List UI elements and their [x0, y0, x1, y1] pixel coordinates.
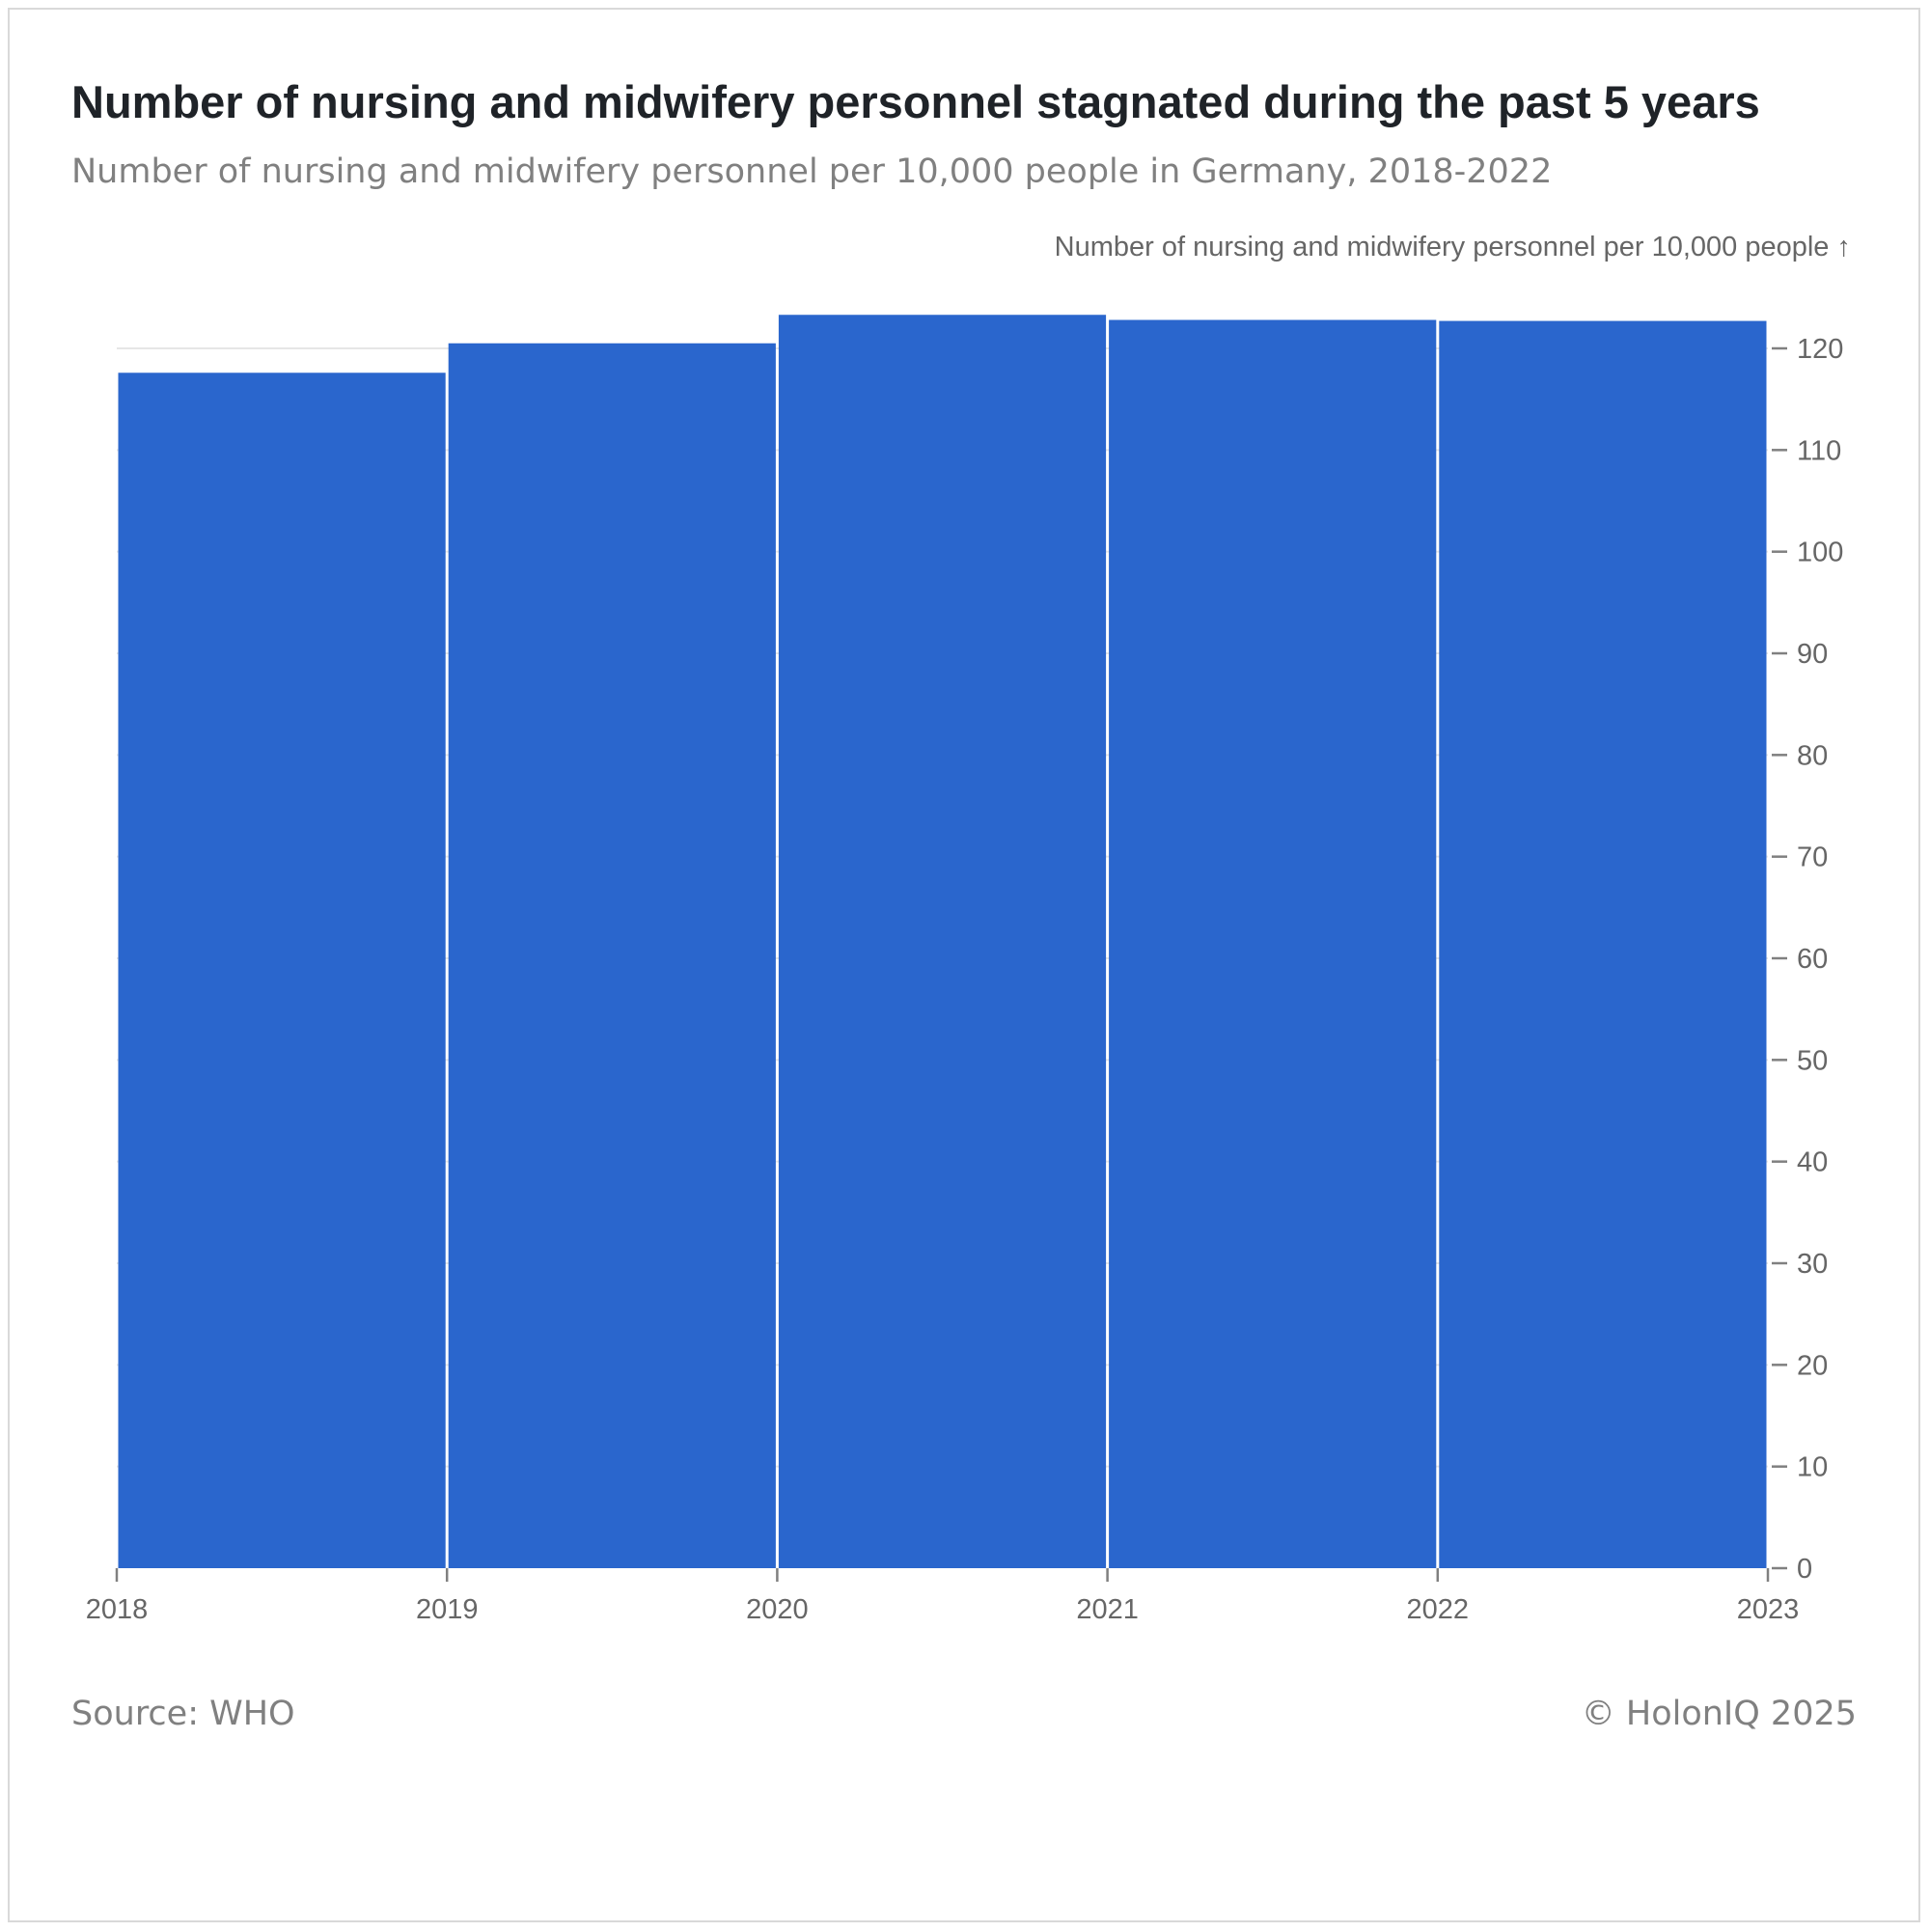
y-tick-label: 0 [1797, 1554, 1812, 1585]
x-tick-label: 2019 [416, 1594, 479, 1625]
y-axis-label: Number of nursing and midwifery personne… [1055, 232, 1851, 262]
bar-2021 [1109, 319, 1437, 1569]
y-tick-label: 90 [1797, 639, 1828, 670]
source-note: Source: WHO [71, 1695, 295, 1733]
bars [118, 315, 1767, 1569]
bar-2019 [448, 343, 776, 1568]
y-tick-label: 30 [1797, 1249, 1828, 1280]
x-tick-label: 2020 [746, 1594, 809, 1625]
y-tick-label: 40 [1797, 1147, 1828, 1178]
chart-title: Number of nursing and midwifery personne… [71, 76, 1760, 127]
x-tick-label: 2023 [1737, 1594, 1800, 1625]
y-tick-label: 110 [1797, 435, 1841, 466]
y-tick-label: 80 [1797, 740, 1828, 771]
copyright-note: © HolonIQ 2025 [1581, 1695, 1857, 1733]
bar-2018 [118, 373, 446, 1568]
y-tick-label: 70 [1797, 842, 1828, 873]
bar-2020 [778, 315, 1107, 1568]
bar-2022 [1439, 320, 1767, 1568]
axes: 2018 2019 2020 2021 2022 2023 0 10 20 30 40 50 60 70 8… [86, 334, 1844, 1625]
y-tick-label: 120 [1797, 334, 1843, 365]
y-tick-label: 100 [1797, 538, 1843, 568]
y-tick-label: 10 [1797, 1452, 1828, 1483]
y-tick-label: 50 [1797, 1045, 1828, 1076]
y-tick-label: 60 [1797, 944, 1828, 975]
x-tick-label: 2018 [86, 1594, 149, 1625]
x-tick-label: 2021 [1076, 1594, 1139, 1625]
y-tick-label: 20 [1797, 1350, 1828, 1381]
x-tick-label: 2022 [1407, 1594, 1470, 1625]
chart-subtitle: Number of nursing and midwifery personne… [71, 152, 1553, 191]
